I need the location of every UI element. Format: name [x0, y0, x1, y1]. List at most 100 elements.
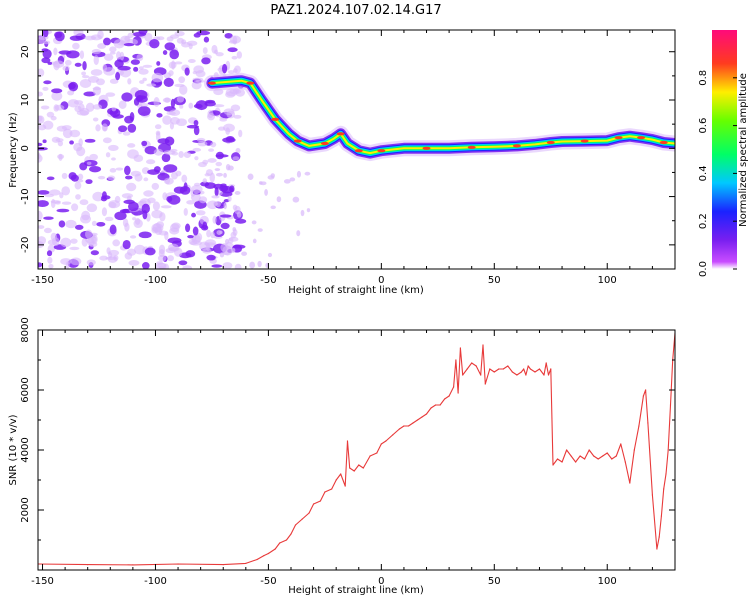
heatmap-noise-blob: [193, 103, 203, 109]
heatmap-noise-blob: [118, 125, 128, 133]
heatmap-noise-blob: [156, 36, 165, 41]
heatmap-noise-blob: [129, 112, 135, 122]
heatmap-noise-blob: [219, 118, 228, 122]
heatmap-frame: [37, 29, 676, 270]
heatmap-xtick-label: 50: [488, 275, 501, 286]
snr-xtick-label: -100: [144, 576, 167, 587]
heatmap-noise-blob: [56, 208, 70, 213]
heatmap-noise-blob: [306, 208, 311, 213]
snr-data-point: [611, 458, 613, 460]
heatmap-noise-blob: [146, 83, 157, 87]
snr-ytick-label: 8000: [20, 317, 31, 342]
snr-data-point: [362, 467, 364, 469]
colorbar-tick-label: 0.0: [698, 261, 709, 277]
heatmap-noise-blob: [58, 50, 72, 55]
snr-data-point: [489, 368, 491, 370]
heatmap-noise-blob: [227, 47, 238, 53]
heatmap-noise-blob: [86, 259, 96, 266]
snr-data-point: [523, 368, 525, 370]
snr-data-point: [177, 563, 179, 565]
snr-data-point: [274, 548, 276, 550]
heatmap-noise-blob: [231, 55, 238, 60]
heatmap-noise-blob: [194, 156, 199, 161]
heatmap-noise-blob: [124, 165, 131, 176]
heatmap-noise-blob: [42, 86, 49, 91]
heatmap-noise-blob: [163, 177, 174, 185]
heatmap-noise-blob: [233, 114, 242, 119]
snr-xtick-label: 0: [378, 576, 384, 587]
heatmap-noise-blob: [283, 179, 291, 184]
heatmap-noise-blob: [88, 241, 98, 248]
snr-data-point: [421, 416, 423, 418]
heatmap-noise-blob: [235, 147, 241, 154]
heatmap-noise-blob: [103, 53, 114, 61]
heatmap-noise-blob: [143, 177, 149, 182]
snr-x-axis-label: Height of straight line (km): [288, 585, 424, 596]
snr-xtick-label: 100: [598, 576, 617, 587]
heatmap-noise-blob: [296, 230, 301, 237]
heatmap-noise-blob: [162, 192, 168, 201]
heatmap-noise-blob: [123, 43, 135, 47]
heatmap-ridge-point: [546, 140, 555, 145]
heatmap-noise-blob: [60, 237, 72, 248]
heatmap-ytick-label: 0: [20, 145, 31, 151]
snr-data-point: [588, 449, 590, 451]
heatmap-noise-blob: [132, 217, 137, 221]
snr-data-point: [584, 458, 586, 460]
heatmap-noise-blob: [50, 115, 57, 121]
heatmap-noise-blob: [225, 127, 231, 135]
heatmap-noise-blob: [105, 92, 116, 97]
heatmap-noise-blob: [93, 55, 99, 66]
snr-data-point: [455, 359, 457, 361]
heatmap-noise-blob: [257, 228, 263, 232]
heatmap-noise-blob: [95, 124, 101, 132]
heatmap-noise-blob: [109, 168, 117, 173]
snr-data-point: [575, 461, 577, 463]
heatmap-xtick-label: 0: [378, 275, 384, 286]
snr-data-point: [453, 386, 455, 388]
snr-data-point: [651, 494, 654, 496]
heatmap-noise-blob: [89, 165, 102, 173]
heatmap-noise-blob: [234, 218, 247, 224]
heatmap-noise-blob: [276, 196, 282, 203]
heatmap-noise-blob: [85, 179, 93, 185]
heatmap-noise-blob: [151, 182, 160, 190]
snr-xtick-label: 50: [488, 576, 501, 587]
heatmap-noise-blob: [145, 159, 156, 165]
snr-data-point: [385, 440, 387, 442]
heatmap-noise-blob: [99, 255, 109, 261]
heatmap-noise-blob: [97, 43, 107, 49]
heatmap-noise-blob: [126, 182, 137, 192]
snr-data-point: [256, 558, 258, 561]
heatmap-noise-blob: [75, 194, 81, 200]
heatmap-noise-blob: [188, 43, 193, 50]
heatmap-noise-blob: [129, 235, 137, 239]
heatmap-noise-blob: [191, 212, 196, 218]
heatmap-ridge-point: [580, 139, 589, 143]
heatmap-noise-blob: [232, 227, 237, 232]
heatmap-noise-blob: [205, 242, 211, 252]
heatmap-xtick-label: -50: [260, 275, 276, 286]
heatmap-noise-blob: [207, 109, 214, 119]
snr-data-point: [642, 395, 644, 397]
heatmap-noise-blob: [227, 70, 235, 74]
heatmap-noise-blob: [59, 192, 64, 199]
heatmap-noise-blob: [115, 72, 121, 81]
snr-data-point: [534, 371, 536, 373]
snr-data-point: [593, 455, 595, 457]
snr-data-point: [658, 536, 660, 538]
heatmap-noise-blob: [162, 115, 172, 125]
snr-data-point: [665, 473, 667, 475]
heatmap-noise-blob: [74, 224, 84, 230]
heatmap-noise-blob: [190, 185, 203, 194]
heatmap-noise-blob: [232, 156, 240, 161]
snr-data-point: [656, 548, 658, 550]
snr-data-point: [620, 443, 622, 445]
snr-ytick-label: 6000: [20, 377, 31, 402]
heatmap-noise-blob: [236, 211, 242, 218]
snr-data-point: [633, 449, 635, 451]
heatmap-noise-blob: [178, 260, 188, 266]
snr-x-ticks: -150 -100 -50 0 50 100: [31, 330, 676, 587]
heatmap-ridge-point: [246, 81, 255, 85]
heatmap-noise-blob: [164, 42, 176, 51]
